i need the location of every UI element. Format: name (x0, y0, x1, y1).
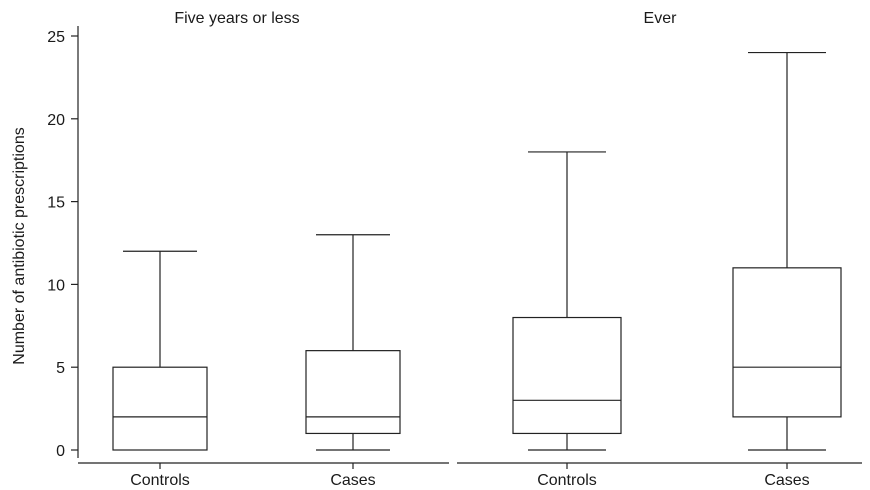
y-tick-label: 5 (56, 360, 65, 377)
panel-1: Ever Controls Cases (457, 10, 862, 489)
iqr-box (732, 267, 842, 418)
y-tick-label: 20 (47, 112, 65, 129)
panel-title: Ever (644, 10, 678, 27)
panel-0: Five years or less Controls Cases (78, 10, 449, 489)
x-tick-label: Controls (537, 472, 597, 489)
x-tick-label: Cases (330, 472, 375, 489)
chart-panels: Five years or less Controls Cases Ever Contr… (78, 10, 862, 489)
y-axis-label: Number of antibiotic prescriptions (11, 127, 28, 364)
y-tick-label: 10 (47, 277, 65, 294)
panel-title: Five years or less (174, 10, 299, 27)
y-axis: 0 5 10 15 20 25 (47, 26, 79, 460)
box-controls (512, 151, 622, 451)
box-controls (112, 250, 208, 451)
y-tick-label: 15 (47, 195, 65, 212)
iqr-box (305, 350, 401, 435)
iqr-box (512, 316, 622, 435)
y-tick-label: 0 (56, 443, 65, 460)
box-cases (732, 51, 842, 451)
iqr-box (112, 366, 208, 451)
x-tick-label: Controls (130, 472, 190, 489)
x-tick-label: Cases (764, 472, 809, 489)
y-tick-label: 25 (47, 29, 65, 46)
box-cases (305, 234, 401, 451)
